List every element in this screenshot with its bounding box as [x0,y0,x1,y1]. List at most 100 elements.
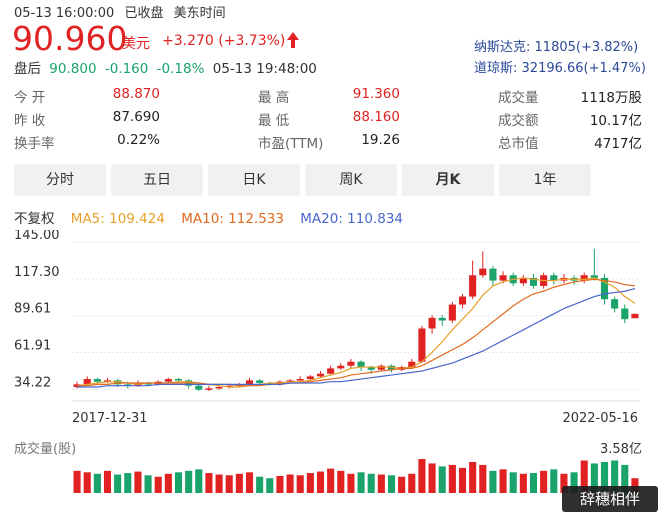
amount-label: 成交额 [498,113,539,129]
y-tick-label: 34.22 [14,375,51,390]
candle-body [296,379,304,381]
volume-bar [195,469,203,493]
ma5-value: MA5: 109.424 [70,211,165,227]
candle-body [387,365,396,370]
volume-bar [296,475,304,493]
high-value: 91.360 [352,86,400,102]
volume-bar [205,473,213,493]
volume-bar [428,463,436,493]
x-end-label: 2022-05-16 [562,411,638,426]
volume-chart-label: 成交量(股) [14,442,77,457]
volume-bar [499,469,507,493]
candle-body [621,308,629,320]
volume-bar [540,470,548,493]
candle-body [164,379,172,382]
currency: 美元 [122,36,150,52]
candle [357,360,365,372]
volume-bar [590,463,598,493]
ma20-line [77,287,636,388]
candle-body [245,380,254,385]
candle-body [418,328,426,362]
tab-intraday[interactable]: 分时 [14,164,106,196]
candle [590,248,598,281]
volume-bar [93,473,101,493]
period-tabs: 分时 五日 日K 周K 月K 1年 [14,164,598,196]
after-hours-price: 90.800 [49,61,97,77]
candle-body [327,368,335,374]
candle-body [357,361,365,368]
watermark: 辞穗相伴 [562,486,658,512]
x-start-label: 2017-12-31 [72,411,148,426]
volume-bar [580,460,588,493]
candle [438,315,446,326]
ma10-value: MA10: 112.533 [181,211,284,227]
price-change: +3.270 (+3.73%) [162,33,286,49]
candle-body [205,388,213,390]
candle [611,296,619,313]
candle-body [408,361,416,368]
candlestick-chart[interactable]: 145.00 117.30 89.61 61.91 34.22 2017-12-31 2… [0,230,668,430]
candle [195,384,203,392]
quote-datetime: 05-13 16:00:00 已收盘 美东时间 [14,2,226,21]
volume-bar [276,476,284,493]
tab-daily-k[interactable]: 日K [208,164,300,196]
candle-body [174,379,183,381]
candle [174,377,183,382]
y-tick-label: 117.30 [14,265,60,280]
index-dowjones[interactable]: 道琼斯: 32196.66(+1.47%) [474,61,646,76]
tab-weekly-k[interactable]: 周K [305,164,397,196]
candle-body [458,296,467,305]
volume-bar [631,478,639,493]
candle-body [195,385,203,390]
candle [448,301,456,324]
candle [529,273,538,289]
candle-body [469,275,477,297]
high-label: 最 高 [258,90,290,106]
adjust-mode[interactable]: 不复权 [14,211,55,227]
volume-bar [164,473,172,493]
candle [519,275,527,286]
volume-bar [570,472,578,493]
volume-bar [347,473,355,493]
pe-label: 市盈(TTM) [258,136,324,152]
candle [296,376,304,382]
volume-bar [256,476,264,493]
volume-bar [479,464,487,493]
ma10-line [77,278,636,387]
candle-body [611,299,619,309]
tab-five-day[interactable]: 五日 [111,164,203,196]
candle-body [306,376,314,380]
candle [144,381,152,386]
market-status: 已收盘 [124,6,164,21]
tab-one-year[interactable]: 1年 [499,164,591,196]
candle [479,251,487,278]
candle [560,273,568,284]
prev-close-label: 昨 收 [14,113,46,129]
candle-body [144,383,152,385]
volume-bar [225,475,233,493]
volume-bar [458,467,467,493]
after-hours-pct: -0.18% [156,61,205,77]
turnover-value: 0.22% [117,132,160,148]
volume-bar [519,473,527,493]
volume-bar [529,473,538,493]
ma5-line [76,277,636,388]
volume-bar [560,473,568,493]
candle-body [428,317,436,329]
open-value: 88.870 [112,86,160,102]
volume-bar [448,464,456,493]
candle-body [316,373,325,377]
volume-bar [286,474,294,493]
candle [377,364,385,372]
market-cap-value: 4717亿 [594,136,642,152]
index-nasdaq[interactable]: 纳斯达克: 11805(+3.82%) [474,40,639,55]
candle [327,365,335,376]
volume-bar [611,460,619,493]
volume-bar [114,474,122,493]
tab-monthly-k[interactable]: 月K [402,164,494,196]
volume-bar [134,471,142,493]
datetime: 05-13 16:00:00 [14,6,115,21]
volume-bar [377,474,385,493]
candle-body [215,387,223,389]
volume-bar [73,470,81,493]
